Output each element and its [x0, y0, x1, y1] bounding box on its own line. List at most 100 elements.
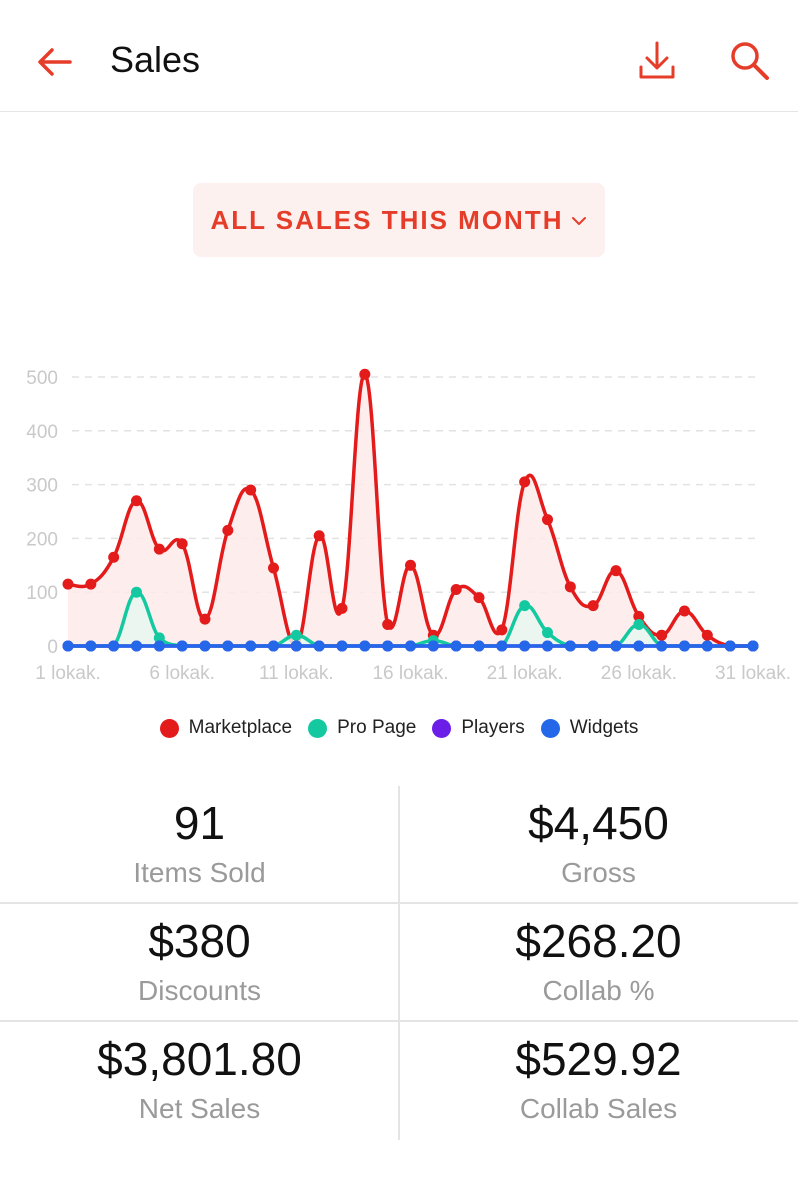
collab-percent-label: Collab % [542, 975, 655, 1006]
data-point [176, 538, 188, 550]
stats-row: 91 Items Sold $4,450 Gross [0, 786, 798, 904]
stats-row: $380 Discounts $268.20 Collab % [0, 904, 798, 1022]
legend-item[interactable]: Pro Page [308, 717, 416, 739]
legend-item[interactable]: Players [432, 717, 525, 739]
data-point [542, 627, 553, 639]
data-point [62, 578, 74, 590]
data-point [519, 476, 531, 488]
y-tick-label: 400 [26, 422, 58, 443]
data-point [701, 629, 713, 641]
collab-sales-stat: $529.92 Collab Sales [399, 1022, 798, 1140]
chevron-down-icon [572, 217, 587, 225]
x-tick-label: 6 lokak. [149, 663, 214, 684]
data-point [656, 629, 668, 641]
net-sales-stat: $3,801.80 Net Sales [0, 1022, 399, 1140]
column-divider [398, 904, 400, 1020]
discounts-label: Discounts [138, 975, 261, 1006]
data-point [724, 640, 736, 652]
items-sold-label: Items Sold [133, 857, 266, 888]
y-tick-label: 0 [47, 637, 58, 658]
data-point [245, 640, 257, 652]
data-point [610, 565, 622, 577]
data-point [199, 613, 211, 625]
data-point [131, 640, 142, 652]
data-point [450, 640, 462, 652]
legend-item[interactable]: Marketplace [159, 717, 293, 739]
data-point [313, 640, 325, 652]
data-point [564, 581, 576, 593]
data-point [85, 640, 97, 652]
legend-label: Players [461, 717, 525, 738]
chart-legend: Marketplace Pro Page Players Widgets [0, 712, 798, 744]
gross-value: $4,450 [528, 797, 669, 849]
download-button[interactable] [632, 36, 682, 86]
data-point [153, 632, 165, 644]
data-point [245, 484, 257, 496]
data-point [427, 640, 439, 652]
collab-percent-value: $268.20 [515, 915, 682, 967]
legend-label: Marketplace [188, 717, 293, 738]
date-range-filter-label: ALL SALES THIS MONTH [210, 204, 564, 235]
data-point [450, 584, 462, 596]
legend-swatch [308, 718, 328, 738]
data-point [336, 602, 348, 614]
items-sold-value: 91 [173, 797, 226, 849]
data-point [701, 640, 713, 652]
data-point [336, 640, 348, 652]
data-point [176, 640, 188, 652]
date-range-filter-button[interactable]: ALL SALES THIS MONTH [193, 183, 605, 257]
page-title: Sales [110, 39, 201, 80]
net-sales-value: $3,801.80 [97, 1033, 302, 1085]
arrow-left-icon [38, 48, 72, 76]
legend-swatch [432, 718, 452, 738]
data-point [108, 551, 120, 563]
data-point [542, 640, 553, 652]
collab-sales-label: Collab Sales [519, 1093, 678, 1124]
discounts-value: $380 [148, 915, 251, 967]
data-point [473, 640, 485, 652]
data-point [268, 640, 279, 652]
column-divider [398, 1022, 400, 1140]
back-button[interactable] [30, 38, 78, 86]
legend-swatch [159, 718, 179, 738]
column-divider [398, 786, 400, 902]
data-point [633, 618, 645, 630]
data-point [290, 640, 302, 652]
data-point [359, 640, 371, 652]
sales-summary: 91 Items Sold $4,450 Gross $380 Discount… [0, 786, 798, 1140]
gross-stat: $4,450 Gross [399, 786, 798, 904]
data-point [290, 629, 302, 641]
x-tick-label: 26 lokak. [601, 663, 677, 684]
x-tick-label: 16 lokak. [372, 663, 448, 684]
search-icon [731, 42, 769, 80]
y-tick-label: 500 [26, 368, 58, 389]
collab-sales-value: $529.92 [515, 1033, 682, 1085]
items-sold-stat: 91 Items Sold [0, 786, 399, 904]
data-point [473, 592, 485, 604]
data-point [633, 640, 645, 652]
data-point [587, 640, 599, 652]
legend-item[interactable]: Widgets [540, 717, 638, 739]
x-tick-label: 31 lokak. [715, 663, 791, 684]
data-point [656, 640, 668, 652]
data-point [131, 586, 142, 598]
gross-label: Gross [561, 857, 636, 888]
y-tick-label: 100 [26, 583, 58, 604]
data-point [564, 640, 576, 652]
legend-swatch [540, 718, 560, 738]
data-point [496, 624, 508, 636]
discounts-stat: $380 Discounts [0, 904, 399, 1022]
download-icon [639, 41, 675, 79]
data-point [199, 640, 211, 652]
data-point [519, 640, 531, 652]
data-point [222, 524, 234, 536]
y-tick-label: 200 [26, 529, 58, 550]
stats-row: $3,801.80 Net Sales $529.92 Collab Sales [0, 1022, 798, 1140]
data-point [587, 600, 599, 612]
net-sales-label: Net Sales [138, 1093, 261, 1124]
data-point [610, 640, 622, 652]
data-point [496, 640, 508, 652]
search-button[interactable] [724, 36, 776, 86]
data-point [268, 562, 279, 574]
data-point [382, 618, 394, 630]
